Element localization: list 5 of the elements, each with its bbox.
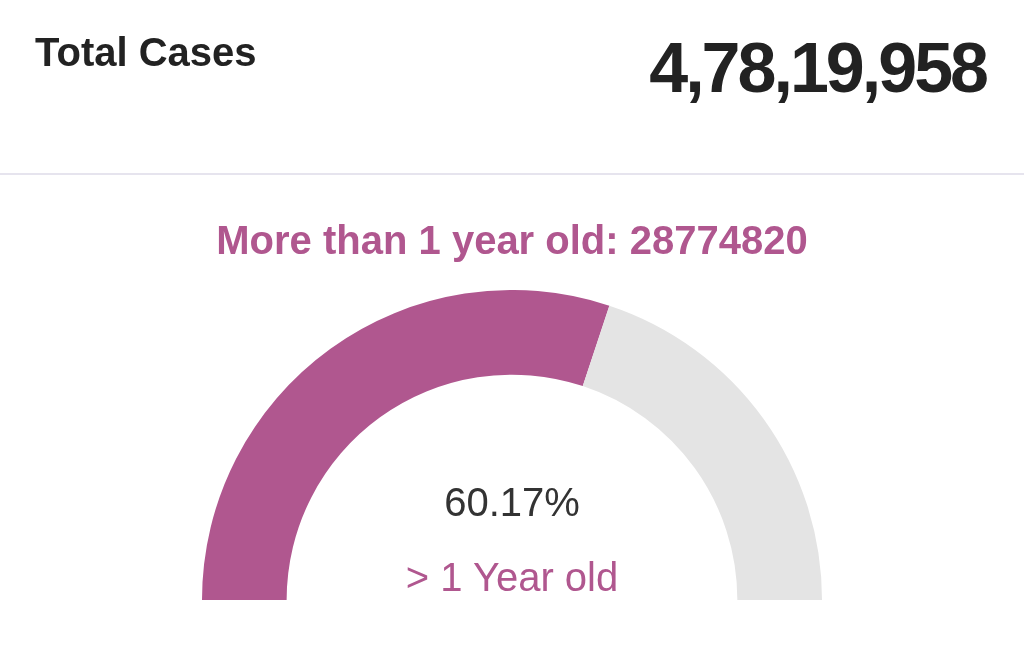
data-label: 60.17% bbox=[444, 480, 580, 525]
chart-subtitle: More than 1 year old: 28774820 bbox=[215, 218, 809, 263]
text: 4,78,19,958 bbox=[649, 29, 986, 107]
chart-title: Total Cases bbox=[35, 30, 257, 75]
slice-label: > 1 Year old bbox=[405, 555, 619, 600]
